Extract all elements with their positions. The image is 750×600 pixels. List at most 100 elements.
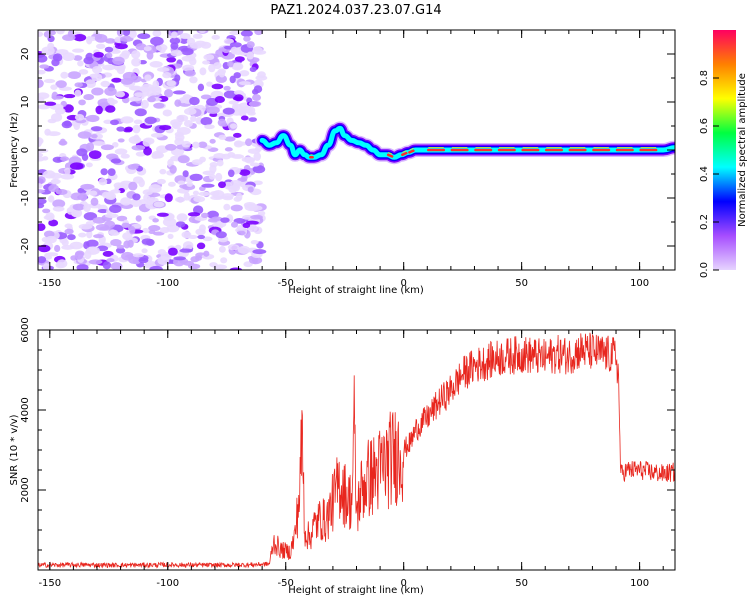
noise-blob <box>128 96 142 102</box>
x-tick-label: 0 <box>400 578 406 589</box>
colorbar-label: Normalized spectral amplitude <box>737 73 748 227</box>
noise-blob <box>233 72 241 79</box>
noise-blob <box>60 71 69 79</box>
noise-blob <box>77 60 84 67</box>
noise-blob <box>38 223 46 232</box>
noise-blob <box>223 203 231 211</box>
noise-blob <box>218 134 227 140</box>
noise-blob <box>109 204 122 214</box>
noise-blob <box>114 43 128 50</box>
noise-blob <box>78 223 93 230</box>
noise-blob <box>89 190 98 196</box>
noise-blob <box>90 197 99 206</box>
noise-blob <box>175 221 186 228</box>
noise-blob <box>128 181 138 191</box>
noise-blob <box>122 30 131 37</box>
noise-blob <box>257 71 266 79</box>
noise-blob <box>248 117 257 122</box>
noise-blob <box>164 89 174 98</box>
noise-blob <box>174 99 182 107</box>
noise-blob <box>180 48 194 56</box>
noise-blob <box>107 168 116 176</box>
noise-blob <box>218 69 226 78</box>
noise-blob <box>131 144 146 151</box>
noise-blob <box>175 196 186 203</box>
noise-blob <box>43 78 56 84</box>
noise-blob <box>141 238 154 245</box>
noise-blob <box>176 213 188 222</box>
noise-blob <box>91 141 106 146</box>
noise-blob <box>246 41 255 49</box>
noise-blob <box>167 233 174 240</box>
noise-blob <box>55 189 68 196</box>
noise-blob <box>209 262 218 268</box>
noise-blob <box>150 36 164 46</box>
colorbar-tick-label: 0.8 <box>699 70 710 86</box>
noise-blob <box>38 152 44 158</box>
noise-blob <box>183 120 193 128</box>
noise-blob <box>63 104 74 113</box>
noise-blob <box>166 80 176 87</box>
noise-blob <box>182 94 191 100</box>
x-tick-label: 0 <box>400 278 406 289</box>
noise-blob <box>104 46 114 53</box>
noise-blob <box>182 64 195 72</box>
noise-blob <box>54 107 66 115</box>
noise-blob <box>223 38 234 45</box>
noise-blob <box>233 62 242 70</box>
ridge-peak <box>386 153 394 158</box>
noise-blob <box>78 232 87 238</box>
y-tick-label: 6000 <box>20 317 31 342</box>
noise-blob <box>203 250 210 257</box>
noise-blob <box>192 190 199 196</box>
noise-blob <box>78 69 89 75</box>
noise-blob <box>248 100 262 107</box>
noise-blob <box>56 259 68 269</box>
noise-blob <box>147 86 162 91</box>
noise-blob <box>73 123 81 131</box>
y-tick-label: 0 <box>20 147 31 153</box>
noise-blob <box>64 228 74 235</box>
noise-blob <box>249 66 257 72</box>
noise-blob <box>156 178 166 185</box>
noise-blob <box>229 30 241 36</box>
noise-blob <box>90 126 103 132</box>
noise-blob <box>153 152 165 159</box>
noise-blob <box>174 74 181 82</box>
noise-blob <box>38 148 49 153</box>
noise-blob <box>184 70 196 77</box>
noise-blob <box>116 244 125 249</box>
noise-blob <box>189 57 197 66</box>
x-tick-label: -150 <box>38 278 61 289</box>
noise-blob <box>60 156 70 162</box>
noise-blob <box>177 155 190 164</box>
bottom-x-axis-label: Height of straight line (km) <box>288 585 424 596</box>
noise-blob <box>104 87 117 96</box>
noise-blob <box>148 225 161 232</box>
noise-blob <box>153 201 165 208</box>
ridge-peak-rim <box>409 147 414 151</box>
noise-blob <box>119 35 134 42</box>
noise-blob <box>142 227 150 234</box>
noise-blob <box>110 239 122 247</box>
noise-blob <box>251 88 259 95</box>
noise-blob <box>52 53 63 62</box>
noise-blob <box>38 176 46 184</box>
noise-blob <box>152 30 162 37</box>
noise-blob <box>132 124 141 134</box>
noise-blob <box>84 250 92 260</box>
noise-blob <box>244 157 255 164</box>
noise-blob <box>117 138 125 143</box>
noise-blob <box>247 224 258 233</box>
noise-blob <box>86 142 95 152</box>
noise-blob <box>123 240 131 249</box>
noise-blob <box>228 185 238 193</box>
x-tick-label: -100 <box>156 278 179 289</box>
noise-blob <box>227 169 235 178</box>
noise-blob <box>150 132 164 138</box>
noise-blob <box>45 252 59 257</box>
noise-blob <box>74 251 84 260</box>
noise-blob <box>62 52 76 61</box>
noise-blob <box>60 173 75 180</box>
